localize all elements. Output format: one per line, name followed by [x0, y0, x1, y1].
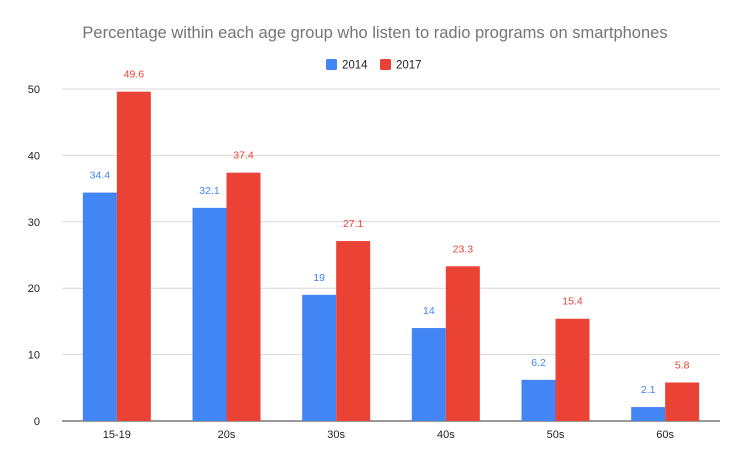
data-label-2017-60s: 5.8	[675, 359, 690, 371]
x-tick-label-15-19: 15-19	[103, 429, 131, 441]
legend-label-2014: 2014	[342, 60, 368, 72]
gridlines	[62, 88, 720, 422]
data-labels: 34.4 49.6 32.1 37.4 19 27.1 14 23.3 6.2 15.4 2.1 5.…	[90, 69, 690, 396]
bars	[82, 91, 700, 421]
x-axis: 15-19 20s 30s 40s 50s 60s	[103, 429, 675, 441]
data-label-2017-15-19: 49.6	[124, 69, 145, 81]
x-tick-label-50s: 50s	[547, 429, 565, 441]
bar-2017-30s	[336, 241, 371, 421]
data-label-2014-15-19: 34.4	[90, 170, 111, 182]
x-tick-label-60s: 60s	[656, 429, 674, 441]
data-label-2014-60s: 2.1	[641, 384, 656, 396]
legend-swatch-2014	[326, 59, 337, 70]
data-label-2017-40s: 23.3	[453, 243, 474, 255]
y-tick-label-0: 0	[34, 416, 40, 428]
bar-2014-30s	[302, 294, 337, 421]
bar-2014-40s	[411, 328, 446, 421]
bar-2017-50s	[555, 318, 590, 421]
data-label-2017-20s: 37.4	[233, 150, 254, 162]
legend-swatch-2017	[380, 59, 391, 70]
bar-2014-50s	[521, 379, 556, 421]
legend: 2014 2017	[326, 59, 422, 72]
x-tick-label-40s: 40s	[437, 429, 455, 441]
chart-title: Percentage within each age group who lis…	[82, 24, 667, 42]
y-tick-label-30: 30	[28, 217, 40, 229]
data-label-2014-40s: 14	[423, 305, 435, 317]
bar-2017-20s	[226, 172, 261, 421]
y-tick-label-10: 10	[28, 350, 40, 362]
data-label-2014-20s: 32.1	[199, 185, 220, 197]
data-label-2014-50s: 6.2	[531, 357, 546, 369]
bar-2014-60s	[631, 407, 666, 421]
y-tick-label-50: 50	[28, 84, 40, 96]
y-tick-label-20: 20	[28, 283, 40, 295]
bar-2017-15-19	[116, 91, 151, 421]
legend-label-2017: 2017	[396, 60, 422, 72]
bar-2014-15-19	[82, 192, 117, 421]
data-label-2014-30s: 19	[313, 272, 325, 284]
x-tick-label-20s: 20s	[218, 429, 236, 441]
bar-2014-20s	[192, 207, 227, 421]
y-tick-label-40: 40	[28, 150, 40, 162]
bar-2017-40s	[445, 266, 480, 421]
data-label-2017-30s: 27.1	[343, 218, 364, 230]
x-tick-label-30s: 30s	[327, 429, 345, 441]
data-label-2017-50s: 15.4	[562, 296, 583, 308]
bar-2017-60s	[665, 382, 700, 421]
y-axis: 0 10 20 30 40 50	[28, 84, 40, 428]
